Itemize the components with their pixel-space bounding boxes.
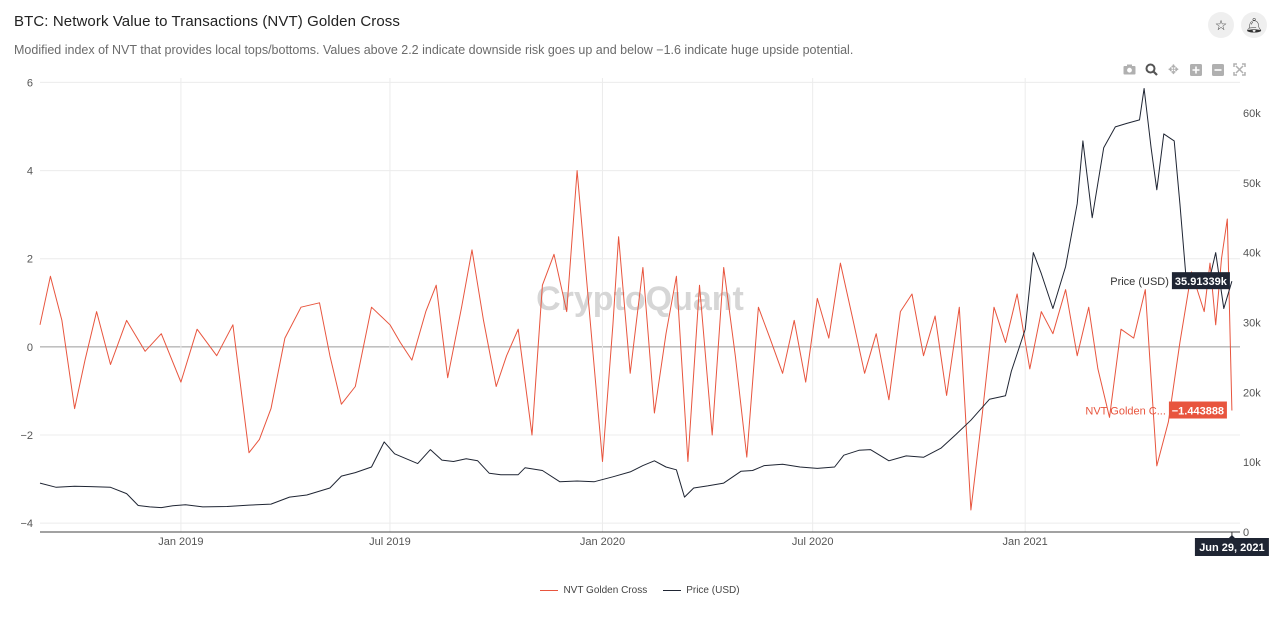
y-right-tick-label: 10k [1243, 457, 1261, 469]
series-line-nvt [39, 170, 1233, 511]
hover-layer: Price (USD) 35.91339k NVT Golden C... −1.44… [1085, 272, 1269, 556]
y-left-tick-label: 0 [27, 342, 33, 354]
y-right-tick-label: 30k [1243, 317, 1261, 329]
y-left-tick-label: −2 [20, 430, 33, 442]
camera-icon[interactable] [1122, 62, 1137, 77]
y-right-tick-label: 60k [1243, 108, 1261, 120]
hover-nvt-label: NVT Golden C... [1085, 406, 1166, 418]
series-line-price [39, 88, 1233, 509]
y-right-tick-label: 20k [1243, 387, 1261, 399]
x-tick-label: Jul 2020 [792, 536, 834, 548]
y-right-tick-label: 40k [1243, 248, 1261, 260]
hover-price-box [1171, 272, 1230, 290]
x-tick-label: Jul 2019 [369, 536, 411, 548]
zoom-out-icon[interactable] [1210, 62, 1225, 77]
star-icon: ☆ [1214, 16, 1228, 33]
legend-swatch-nvt [540, 590, 559, 591]
axis-layer: −4 −2 0 2 4 6 0 10k 20k 30k 40k 50k 60k Jan 2019 Jul 2… [20, 77, 1261, 548]
legend-item-price[interactable]: Price (USD) [663, 585, 740, 596]
bell-icon: 🔔︎ [1245, 16, 1263, 33]
legend-swatch-price [663, 590, 682, 591]
zoom-in-icon[interactable] [1188, 62, 1203, 77]
zoom-icon[interactable] [1144, 62, 1159, 77]
y-left-tick-label: −4 [20, 518, 33, 530]
notification-button[interactable]: 🔔︎ [1241, 12, 1267, 38]
y-left-tick-label: 6 [27, 77, 33, 89]
chart-legend: NVT Golden Cross Price (USD) [0, 585, 1280, 596]
chart-modebar: ✥ [1122, 62, 1247, 77]
y-right-tick-label: 0 [1243, 527, 1249, 539]
chart-subtitle: Modified index of NVT that provides loca… [14, 43, 854, 57]
legend-item-nvt[interactable]: NVT Golden Cross [540, 585, 647, 596]
y-left-tick-label: 4 [27, 166, 33, 178]
hover-date-box [1194, 538, 1269, 556]
legend-label-price: Price (USD) [686, 585, 740, 596]
chart-title: BTC: Network Value to Transactions (NVT)… [14, 13, 400, 30]
x-tick-label: Jan 2021 [1003, 536, 1048, 548]
hover-date-label: Jun 29, 2021 [1199, 542, 1264, 554]
grid-layer [40, 78, 1240, 532]
favorite-button[interactable]: ☆ [1208, 12, 1234, 38]
hover-nvt-box [1168, 401, 1227, 419]
hover-nvt-value: −1.443888 [1172, 406, 1224, 418]
y-left-tick-label: 2 [27, 254, 33, 266]
autoscale-icon[interactable] [1232, 62, 1247, 77]
x-tick-label: Jan 2019 [158, 536, 203, 548]
y-right-tick-label: 50k [1243, 178, 1261, 190]
legend-label-nvt: NVT Golden Cross [563, 585, 648, 596]
pan-icon[interactable]: ✥ [1168, 61, 1179, 77]
x-tick-label: Jan 2020 [580, 536, 625, 548]
series-layer [39, 88, 1233, 511]
hover-price-value: 35.91339k [1175, 276, 1228, 288]
watermark-text: CryptoQuant [536, 280, 744, 318]
hover-price-label: Price (USD) [1110, 276, 1169, 288]
